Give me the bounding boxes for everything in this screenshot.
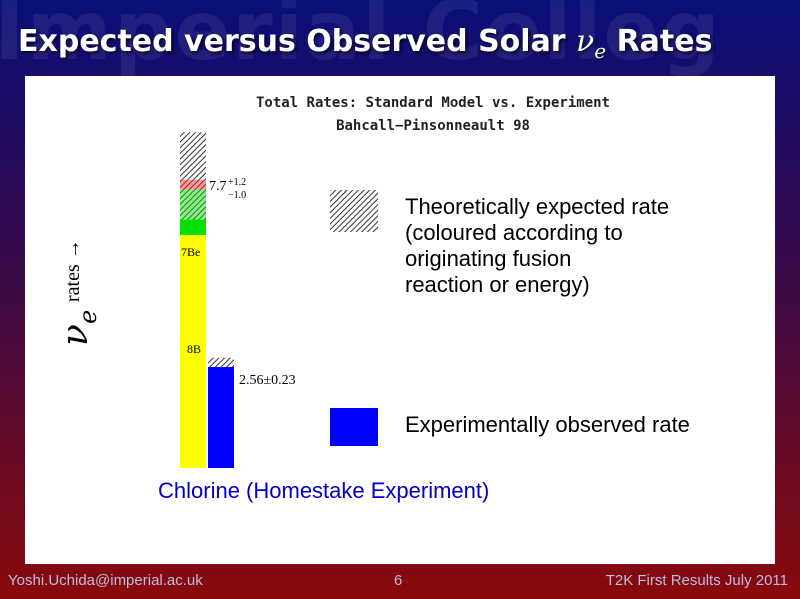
legend-expected-line-2: (coloured according to (405, 220, 623, 245)
expected-bar-hatch-overlay (180, 179, 206, 220)
expected-bar-uncertainty (180, 132, 206, 180)
footer-talk-title: T2K First Results July 2011 (605, 572, 788, 589)
slide-title-main: Expected versus Observed Solar (18, 24, 577, 59)
legend-expected-line-3: originating fusion (405, 246, 571, 271)
chart-panel: Total Rates: Standard Model vs. Experime… (25, 76, 775, 564)
component-label-8b: 8B (187, 342, 201, 356)
expected-bar-8b (180, 234, 206, 468)
observed-value-label: 2.56±0.23 (239, 373, 296, 388)
slide-title: Expected versus Observed Solar νe Rates (18, 24, 712, 63)
legend-observed-line: Experimentally observed rate (405, 412, 690, 437)
component-label-7be: 7Be (181, 245, 200, 259)
y-axis-label: ν e rates → (55, 239, 102, 346)
y-axis-nu: ν (55, 324, 96, 346)
bar-group (180, 132, 234, 468)
watermark: Imperial Colleg (0, 0, 722, 79)
y-axis-text: rates → (62, 239, 84, 302)
expected-error-plus: +1.2 (228, 177, 246, 188)
slide-title-nu: ν (576, 24, 595, 59)
legend-observed-swatch (330, 408, 378, 446)
experiment-label: Chlorine (Homestake Experiment) (158, 478, 489, 503)
observed-bar (208, 366, 234, 468)
observed-bar-error (208, 357, 234, 367)
footer-page-number: 6 (394, 572, 403, 589)
legend-expected-line-1: Theoretically expected rate (405, 194, 669, 219)
solar-rates-chart: Total Rates: Standard Model vs. Experime… (55, 95, 690, 503)
legend-expected-swatch (330, 190, 378, 232)
footer-email: Yoshi.Uchida@imperial.ac.uk (8, 572, 203, 589)
slide-title-nu-subscript: e (594, 39, 607, 63)
slide-title-end: Rates (606, 24, 713, 59)
y-axis-nu-subscript: e (74, 310, 102, 324)
legend-expected-line-4: reaction or energy) (405, 272, 590, 297)
expected-value-label: 7.7 (209, 179, 227, 194)
chart-subtitle: Bahcall−Pinsonneault 98 (336, 118, 530, 134)
chart-title: Total Rates: Standard Model vs. Experime… (256, 95, 610, 111)
expected-error-minus: −1.0 (228, 190, 246, 201)
